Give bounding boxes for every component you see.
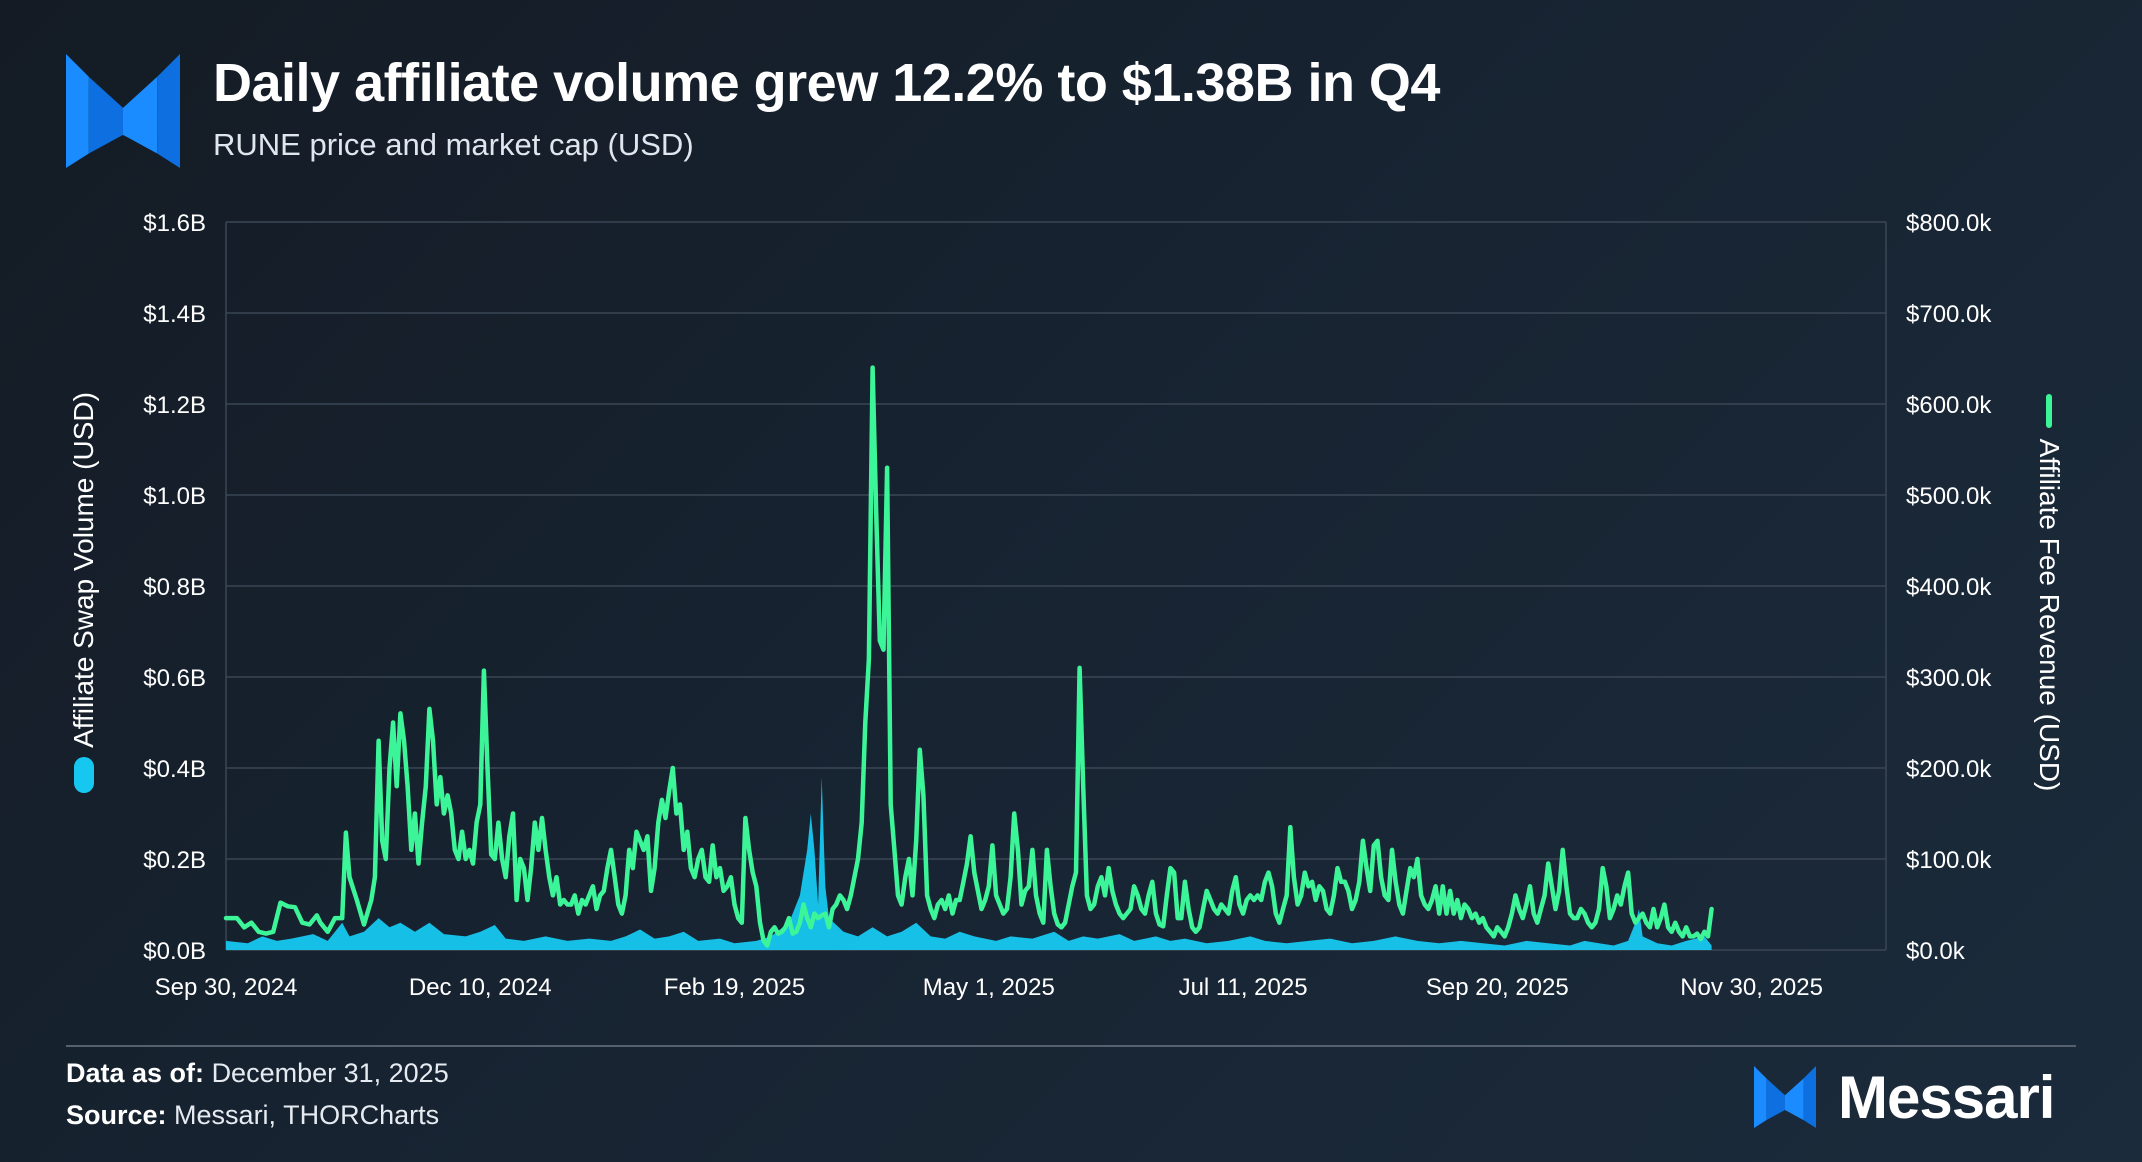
axes: $0.0B $0.0k $0.2B $100.0k $0.4B $200.0k $0.6B $…	[68, 210, 2065, 1001]
y-left-tick-label: $0.2B	[143, 847, 206, 874]
y-right-tick-label: $0.0k	[1906, 938, 1966, 965]
y-left-tick-label: $1.2B	[143, 392, 206, 419]
x-tick-label: Feb 19, 2025	[664, 974, 805, 1001]
source-label: Source:	[66, 1100, 167, 1130]
fee-line	[223, 365, 1714, 948]
y-left-tick-label: $1.0B	[143, 483, 206, 510]
brand-name: Messari	[1838, 1063, 2055, 1131]
y-left-tick-label: $0.0B	[143, 938, 206, 965]
y-left-tick-label: $0.4B	[143, 756, 206, 783]
x-tick-label: Nov 30, 2025	[1680, 974, 1823, 1001]
source: Source: Messari, THORCharts	[66, 1100, 439, 1131]
volume-legend-swatch-icon	[74, 757, 94, 793]
y-right-tick-label: $400.0k	[1906, 574, 1992, 601]
y-right-tick-label: $500.0k	[1906, 483, 1992, 510]
page-title: Daily affiliate volume grew 12.2% to $1.…	[213, 53, 1440, 113]
y-left-tick-label: $0.8B	[143, 574, 206, 601]
footer-divider	[66, 1045, 2076, 1047]
fee-series	[223, 365, 1714, 948]
y-left-tick-label: $1.6B	[143, 210, 206, 237]
y-right-tick-label: $300.0k	[1906, 665, 1992, 692]
y-left-tick-label: $0.6B	[143, 665, 206, 692]
y-right-axis-title: Affiliate Fee Revenue (USD)	[2034, 439, 2065, 792]
y-right-tick-label: $100.0k	[1906, 847, 1992, 874]
x-tick-label: Sep 30, 2024	[155, 974, 298, 1001]
x-tick-label: Dec 10, 2024	[409, 974, 552, 1001]
volume-series	[226, 777, 1712, 950]
x-tick-label: May 1, 2025	[923, 974, 1055, 1001]
chart: $0.0B $0.0k $0.2B $100.0k $0.4B $200.0k $0.6B $…	[68, 210, 2065, 1001]
brand-logo-icon	[1754, 1066, 1816, 1128]
y-right-tick-label: $700.0k	[1906, 301, 1992, 328]
messari-logo-icon	[66, 54, 180, 168]
data-as-of: Data as of: December 31, 2025	[66, 1058, 449, 1089]
y-right-tick-label: $200.0k	[1906, 756, 1992, 783]
y-left-tick-label: $1.4B	[143, 301, 206, 328]
x-tick-label: Jul 11, 2025	[1179, 974, 1308, 1001]
x-tick-label: Sep 20, 2025	[1426, 974, 1569, 1001]
source-value: Messari, THORCharts	[174, 1100, 440, 1130]
volume-area	[226, 777, 1712, 950]
y-left-axis-title: Affiliate Swap Volume (USD)	[68, 392, 99, 748]
data-as-of-label: Data as of:	[66, 1058, 205, 1088]
data-as-of-value: December 31, 2025	[211, 1058, 449, 1088]
y-right-tick-label: $600.0k	[1906, 392, 1992, 419]
fee-legend-swatch-icon	[2046, 394, 2052, 428]
y-right-tick-label: $800.0k	[1906, 210, 1992, 237]
brand-wordmark: Messari	[1752, 1063, 2055, 1131]
page-subtitle: RUNE price and market cap (USD)	[213, 127, 694, 162]
